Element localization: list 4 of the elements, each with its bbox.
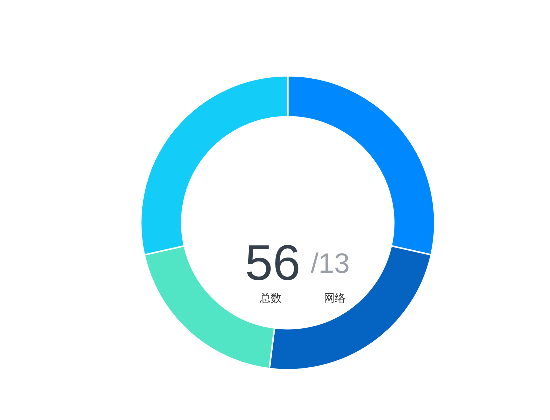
text: /13	[311, 248, 350, 279]
text: 网络	[324, 292, 346, 305]
text: 总数	[259, 292, 282, 305]
text: 56	[245, 235, 301, 291]
